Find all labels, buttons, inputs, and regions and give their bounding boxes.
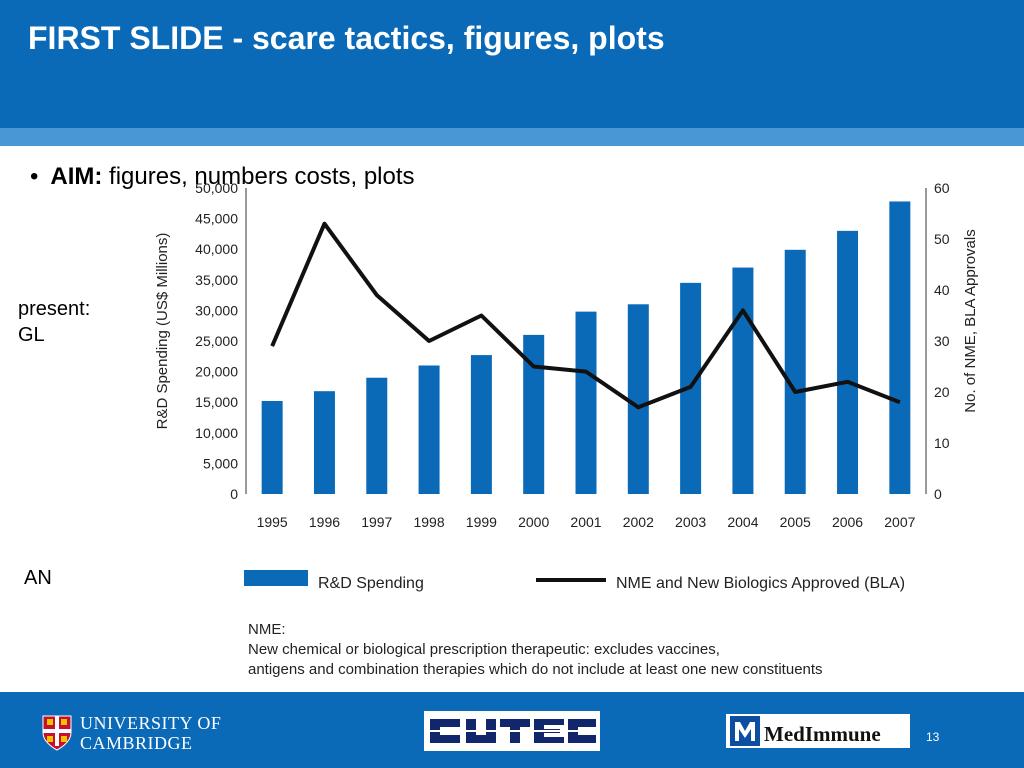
left-tick-label: 20,000 [195, 364, 238, 380]
bullet-text: figures, numbers costs, plots [102, 163, 415, 190]
medimmune-name: MedImmune [764, 722, 881, 746]
side-text-present: present: GL [18, 296, 90, 348]
legend-label-bar: R&D Spending [318, 575, 424, 592]
cambridge-logo: UNIVERSITY OF CAMBRIDGE [80, 713, 221, 753]
bar-rd-spending [627, 304, 649, 494]
right-tick-label: 60 [934, 180, 950, 196]
nme-note-line1: New chemical or biological prescription … [248, 641, 720, 658]
cambridge-line2: CAMBRIDGE [80, 733, 193, 753]
left-tick-label: 5,000 [203, 455, 238, 471]
bar-rd-spending [523, 334, 545, 494]
x-tick-label: 2002 [623, 514, 654, 530]
x-tick-label: 1995 [257, 514, 288, 530]
an-label: AN [24, 567, 52, 589]
left-tick-label: 15,000 [195, 394, 238, 410]
right-tick-label: 20 [934, 384, 950, 400]
left-tick-label: 30,000 [195, 302, 238, 318]
left-tick-label: 10,000 [195, 425, 238, 441]
bullet-label: AIM: [50, 163, 103, 190]
title-bar-stripe [0, 128, 1024, 146]
x-tick-label: 1998 [413, 514, 444, 530]
right-tick-label: 40 [934, 282, 950, 298]
title-bar [0, 0, 1024, 128]
x-tick-label: 2007 [884, 514, 915, 530]
x-tick-label: 2003 [675, 514, 706, 530]
bar-rd-spending [889, 201, 911, 495]
x-tick-label: 1996 [309, 514, 340, 530]
present-label: present: [18, 298, 91, 320]
legend-swatch-bar [244, 570, 308, 586]
x-tick-label: 1999 [466, 514, 497, 530]
gl-label: GL [18, 324, 45, 346]
line-nme-approvals [270, 221, 901, 410]
left-tick-label: 45,000 [195, 211, 238, 227]
bar-rd-spending [313, 391, 335, 494]
x-tick-label: 1997 [361, 514, 392, 530]
nme-note-title: NME: [248, 621, 286, 638]
right-axis-title: No. of NME, BLA Approvals [962, 229, 979, 412]
page-number: 13 [926, 730, 940, 744]
right-tick-label: 10 [934, 435, 950, 451]
x-tick-label: 2005 [780, 514, 811, 530]
bar-rd-spending [837, 230, 859, 494]
bar-rd-spending [366, 377, 388, 494]
bullet-aim: • AIM: figures, numbers costs, plots [30, 163, 415, 191]
left-tick-label: 0 [230, 486, 238, 502]
cambridge-line1: UNIVERSITY OF [80, 713, 222, 733]
left-tick-label: 50,000 [195, 180, 238, 196]
cambridge-shield-icon [42, 715, 72, 751]
bullet-dot: • [30, 163, 39, 190]
bar-rd-spending [418, 365, 440, 494]
left-tick-label: 35,000 [195, 272, 238, 288]
nme-note-line2: antigens and combination therapies which… [248, 661, 823, 678]
slide-title: FIRST SLIDE - scare tactics, figures, pl… [28, 20, 665, 56]
right-tick-label: 50 [934, 231, 950, 247]
bar-rd-spending [470, 355, 492, 494]
left-tick-label: 25,000 [195, 333, 238, 349]
bar-rd-spending [261, 400, 283, 494]
cutec-logo [424, 711, 600, 751]
left-axis-title: R&D Spending (US$ Millions) [154, 233, 171, 430]
legend-label-line: NME and New Biologics Approved (BLA) [616, 575, 905, 592]
x-tick-label: 2004 [727, 514, 758, 530]
bar-rd-spending [784, 249, 806, 494]
left-tick-label: 40,000 [195, 241, 238, 257]
x-tick-label: 2001 [570, 514, 601, 530]
bar-rd-spending [732, 267, 754, 494]
right-tick-label: 0 [934, 486, 942, 502]
bar-rd-spending [575, 311, 597, 494]
x-tick-label: 2000 [518, 514, 549, 530]
right-tick-label: 30 [934, 333, 950, 349]
nme-note: NME: New chemical or biological prescrip… [248, 620, 823, 680]
x-tick-label: 2006 [832, 514, 863, 530]
medimmune-m-icon [730, 716, 760, 746]
